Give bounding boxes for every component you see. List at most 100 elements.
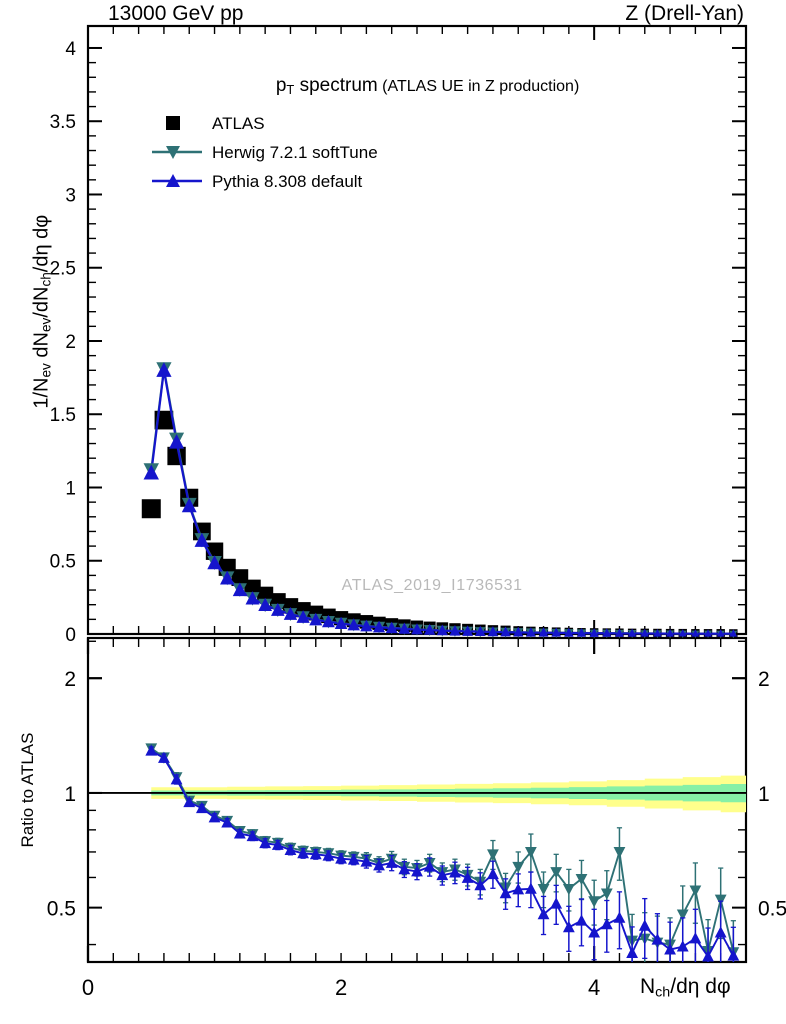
ratio-point-herwig <box>537 883 550 896</box>
ratio-point-pythia <box>373 859 385 871</box>
ratio-point-herwig <box>689 885 702 897</box>
ratio-point-herwig <box>524 847 537 859</box>
main-y-tick-label: 1.5 <box>50 405 76 426</box>
ratio-point-pythia <box>524 882 537 894</box>
ratio-y-tick-label: 2 <box>64 668 76 691</box>
ratio-point-herwig <box>512 861 525 874</box>
data-point-pythia <box>716 629 725 637</box>
ratio-point-pythia <box>195 801 208 814</box>
ratio-point-herwig <box>613 847 626 859</box>
data-point-pythia <box>245 591 260 605</box>
data-point-pythia <box>691 629 700 637</box>
data-point-pythia <box>385 621 398 634</box>
plot-title: pT spectrum (ATLAS UE in Z production) <box>275 75 580 98</box>
data-point-pythia <box>347 618 360 631</box>
ratio-point-herwig <box>575 873 588 886</box>
data-point-pythia <box>360 619 373 632</box>
watermark-text: ATLAS_2019_I1736531 <box>342 577 523 594</box>
data-point-pythia <box>232 582 247 597</box>
ratio-y-tick-label: 1 <box>64 783 76 806</box>
legend-label-herwig: Herwig 7.2.1 softTune <box>212 143 378 162</box>
data-point-pythia <box>423 623 436 635</box>
ratio-point-pythia <box>322 849 335 861</box>
ratio-point-pythia <box>474 878 487 891</box>
main-y-tick-label: 1 <box>65 478 76 499</box>
main-y-tick-label: 3.5 <box>50 112 76 133</box>
ratio-x-tick-label: 2 <box>335 975 347 1000</box>
ratio-point-pythia <box>309 847 322 860</box>
x-axis-label: Nch/dη dφ <box>640 975 731 1001</box>
data-point-pythia <box>462 625 474 636</box>
data-point-atlas <box>231 569 249 586</box>
data-point-pythia <box>627 628 637 637</box>
data-point-pythia <box>334 616 348 629</box>
data-point-pythia <box>538 627 549 637</box>
data-point-pythia <box>525 627 536 637</box>
data-point-pythia <box>500 626 511 637</box>
ratio-point-pythia <box>562 920 575 933</box>
ratio-point-pythia <box>537 907 550 920</box>
ratio-point-herwig <box>588 896 601 908</box>
ratio-point-herwig <box>714 894 727 906</box>
ratio-point-pythia <box>335 852 347 864</box>
ratio-point-pythia <box>651 933 664 945</box>
ratio-point-pythia <box>158 751 170 763</box>
main-y-tick-label: 2.5 <box>50 259 76 280</box>
data-point-pythia <box>156 362 172 377</box>
ratio-point-pythia <box>600 917 613 930</box>
ratio-point-pythia <box>588 926 601 938</box>
ratio-point-herwig <box>676 909 689 921</box>
ratio-point-pythia <box>170 773 183 785</box>
data-point-pythia <box>411 623 423 635</box>
ratio-y-tick-label: 0.5 <box>758 898 786 921</box>
data-point-pythia <box>220 570 235 585</box>
ratio-point-pythia <box>385 856 398 868</box>
data-point-pythia <box>296 610 310 623</box>
data-point-atlas <box>167 446 186 466</box>
main-y-tick-label: 2 <box>65 332 76 353</box>
data-point-pythia <box>704 629 712 637</box>
data-point-atlas <box>257 586 274 603</box>
data-point-pythia <box>169 434 185 449</box>
data-point-pythia <box>615 628 624 637</box>
ratio-point-pythia <box>499 886 512 899</box>
ratio-point-pythia <box>676 940 689 952</box>
ratio-y-tick-label: 2 <box>758 668 770 691</box>
data-point-pythia <box>258 597 273 612</box>
legend-label-atlas: ATLAS <box>212 114 265 133</box>
ratio-point-herwig <box>487 849 499 861</box>
data-point-pythia <box>271 602 285 616</box>
triangle-up-marker-icon <box>150 170 206 192</box>
data-point-atlas <box>244 579 261 597</box>
ratio-point-pythia <box>398 862 411 875</box>
ratio-point-pythia <box>423 860 436 872</box>
legend-label-pythia: Pythia 8.308 default <box>212 172 363 191</box>
ratio-y-tick-label: 1 <box>758 783 770 806</box>
header-left-beam-energy: 13000 GeV pp <box>108 2 244 25</box>
ratio-point-pythia <box>145 744 158 756</box>
ratio-point-pythia <box>297 846 310 859</box>
ratio-point-pythia <box>550 897 563 909</box>
data-point-pythia <box>181 497 197 513</box>
data-point-pythia <box>551 627 562 637</box>
data-point-pythia <box>321 614 335 628</box>
ratio-point-herwig <box>550 867 563 879</box>
main-y-tick-label: 0.5 <box>50 552 76 573</box>
data-point-pythia <box>398 622 411 634</box>
data-point-pythia <box>487 626 499 637</box>
ratio-point-pythia <box>183 795 196 808</box>
ratio-point-pythia <box>689 932 702 944</box>
square-marker-icon <box>150 112 206 134</box>
data-point-pythia <box>653 628 662 637</box>
ratio-x-tick-label: 4 <box>588 975 600 1000</box>
ratio-point-pythia <box>436 868 449 881</box>
ratio-point-pythia <box>411 865 423 877</box>
data-point-pythia <box>283 607 298 620</box>
data-point-pythia <box>309 612 323 626</box>
main-panel-frame <box>86 24 748 636</box>
data-point-pythia <box>194 532 210 547</box>
ratio-point-pythia <box>575 914 588 926</box>
data-point-pythia <box>474 625 486 637</box>
